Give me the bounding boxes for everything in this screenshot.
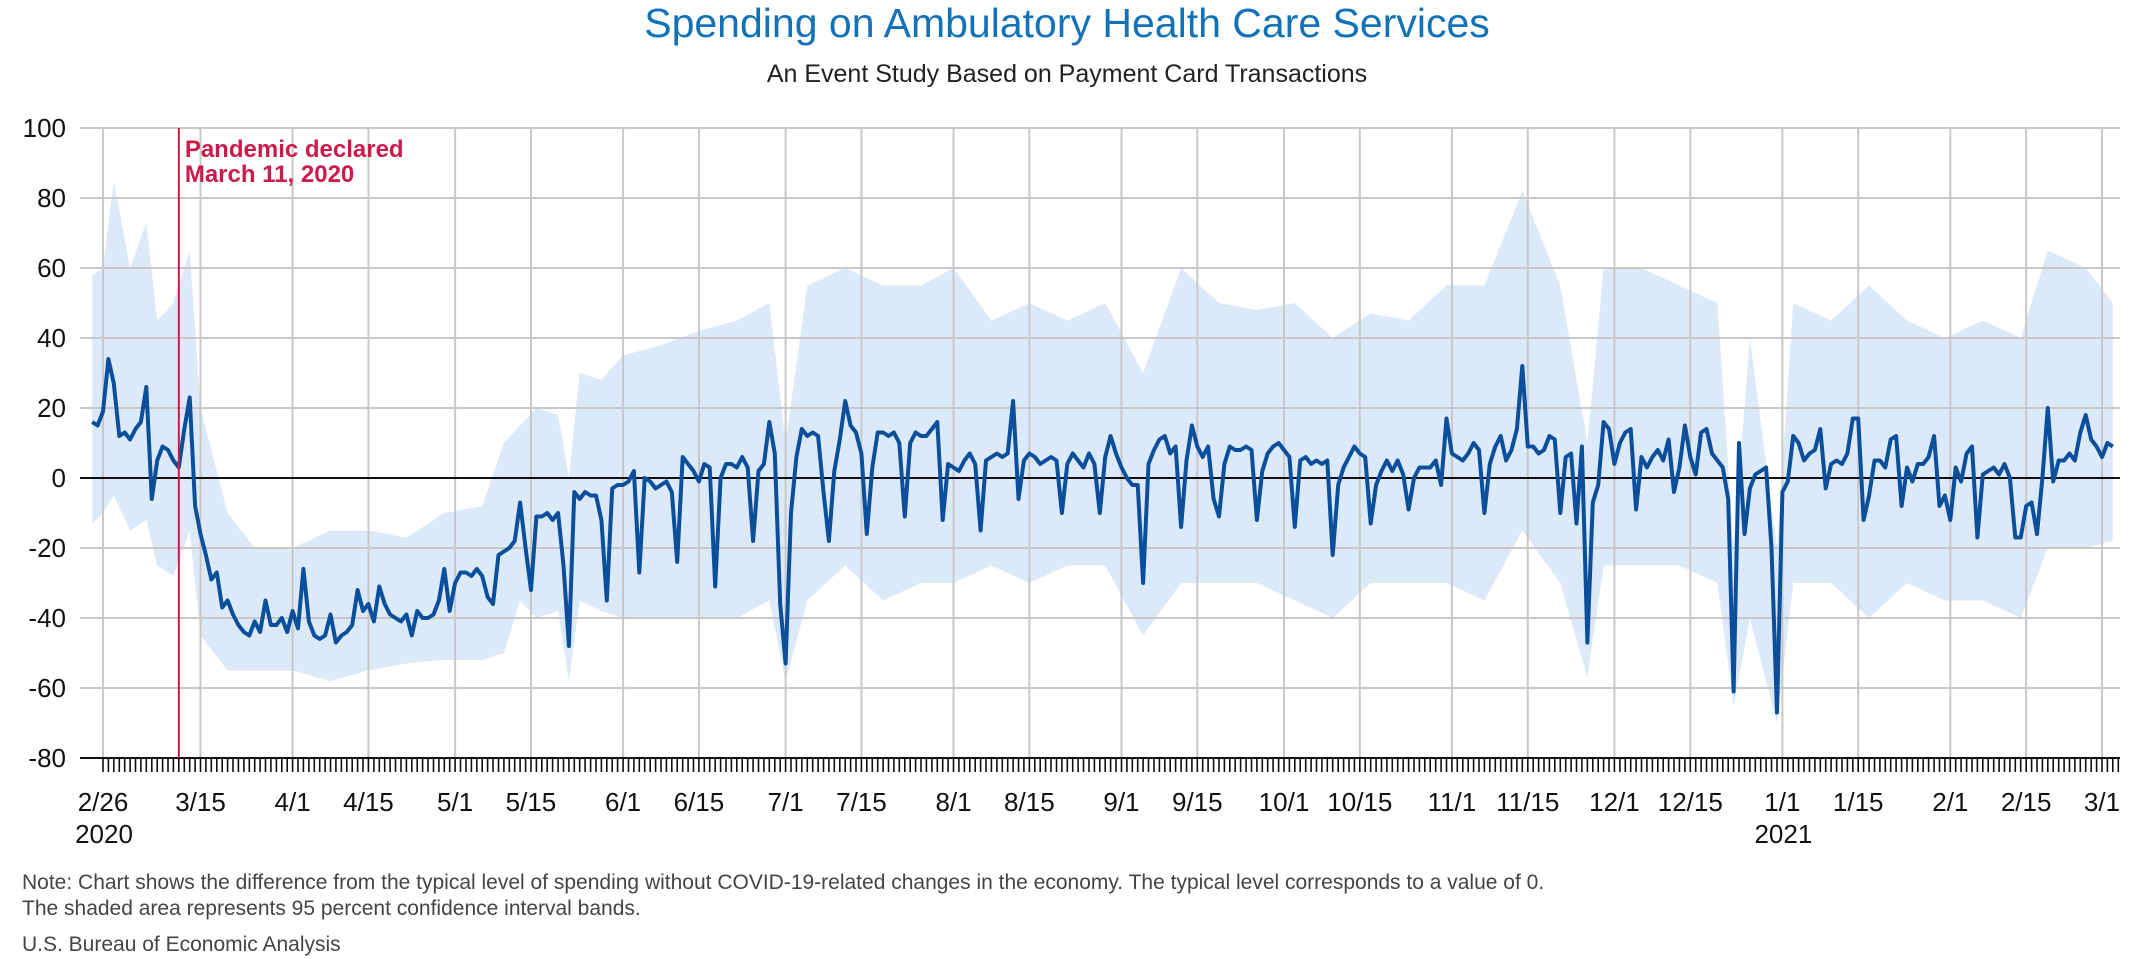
chart-note: Note: Chart shows the difference from th…	[22, 870, 1544, 922]
y-tick-label: 100	[23, 113, 66, 143]
note-line-1: Note: Chart shows the difference from th…	[22, 871, 1545, 894]
series-line	[91, 357, 2114, 715]
x-tick-label: 5/1	[437, 787, 473, 817]
x-tick-label: 1/15	[1833, 787, 1884, 817]
x-tick-label: 2/1	[1932, 787, 1968, 817]
x-tick-label: 1/1	[1764, 787, 1800, 817]
x-tick-label: 7/15	[836, 787, 887, 817]
x-tick-label: 9/15	[1172, 787, 1223, 817]
y-tick-label: -60	[28, 673, 66, 703]
y-tick-label: 40	[37, 323, 66, 353]
y-tick-label: -80	[28, 743, 66, 773]
x-tick-label: 6/1	[605, 787, 641, 817]
y-tick-label: 60	[37, 253, 66, 283]
x-tick-label: 2/26	[78, 787, 129, 817]
x-tick-label: 11/1	[1428, 787, 1477, 817]
note-line-2: The shaded area represents 95 percent co…	[22, 897, 641, 920]
y-tick-label: -40	[28, 603, 66, 633]
x-tick-label: 10/15	[1327, 787, 1392, 817]
x-tick-label: 4/1	[275, 787, 311, 817]
x-year-label: 2021	[1754, 819, 1812, 849]
series-line-layer	[91, 357, 2114, 715]
x-tick-label: 8/15	[1004, 787, 1055, 817]
y-tick-label: 20	[37, 393, 66, 423]
x-tick-label: 8/1	[935, 787, 971, 817]
x-tick-label: 11/15	[1496, 787, 1559, 817]
chart-subtitle: An Event Study Based on Payment Card Tra…	[766, 60, 1368, 88]
x-tick-label: 3/1	[2084, 787, 2120, 817]
x-tick-label: 2/15	[2001, 787, 2052, 817]
y-tick-label: 0	[52, 463, 66, 493]
confidence-band-layer	[92, 180, 2113, 723]
x-tick-label: 12/1	[1589, 787, 1640, 817]
y-tick-label: 80	[37, 183, 66, 213]
x-tick-label: 6/15	[674, 787, 725, 817]
y-tick-label: -20	[28, 533, 66, 563]
chart-source: U.S. Bureau of Economic Analysis	[22, 933, 341, 956]
x-axis-minor-ticks	[102, 758, 2120, 772]
x-tick-label: 12/15	[1658, 787, 1723, 817]
x-tick-label: 5/15	[506, 787, 557, 817]
x-year-label: 2020	[75, 819, 133, 849]
pandemic-annotation-line-1: Pandemic declared	[185, 136, 404, 163]
chart-title: Spending on Ambulatory Health Care Servi…	[644, 0, 1490, 46]
pandemic-annotation-line-2: March 11, 2020	[185, 161, 354, 188]
x-tick-label: 7/1	[768, 787, 804, 817]
x-tick-label: 9/1	[1103, 787, 1139, 817]
confidence-band	[92, 180, 2113, 723]
x-tick-label: 3/15	[175, 787, 226, 817]
x-tick-label: 10/1	[1259, 787, 1310, 817]
x-tick-label: 4/15	[343, 787, 394, 817]
